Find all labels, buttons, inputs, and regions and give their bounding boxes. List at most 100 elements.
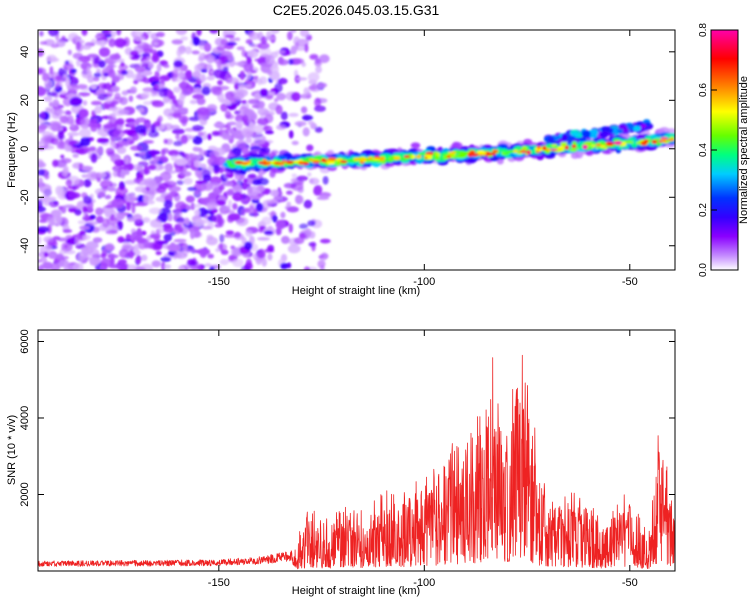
noise-cell <box>295 195 305 205</box>
noise-cell <box>102 123 115 129</box>
noise-cell <box>265 94 273 100</box>
signal-cell <box>558 146 565 149</box>
noise-cell <box>46 196 57 201</box>
noise-cell <box>248 121 256 132</box>
noise-cell <box>58 205 63 211</box>
noise-cell <box>181 208 188 213</box>
noise-cell <box>131 73 143 81</box>
noise-cell <box>259 47 272 57</box>
noise-cell <box>57 130 65 140</box>
signal-cell <box>621 141 627 146</box>
noise-cell <box>236 120 244 129</box>
noise-cell <box>90 124 98 132</box>
noise-cell <box>197 248 211 256</box>
noise-cell <box>126 201 131 211</box>
noise-cell <box>280 262 289 270</box>
noise-cell <box>247 186 253 194</box>
signal-cell <box>251 159 257 164</box>
noise-cell <box>257 248 266 259</box>
noise-cell <box>182 244 188 251</box>
noise-cell <box>253 137 266 145</box>
noise-cell <box>67 132 80 137</box>
signal-cell <box>560 141 568 147</box>
noise-cell <box>149 233 161 239</box>
noise-cell <box>63 204 75 209</box>
noise-cell <box>252 179 262 186</box>
noise-cell <box>112 107 126 117</box>
noise-cell <box>275 50 286 55</box>
noise-cell <box>97 32 106 41</box>
spectrogram-x-axis-label: Height of straight line (km) <box>292 285 420 297</box>
noise-cell <box>63 244 68 249</box>
noise-cell <box>143 240 150 249</box>
signal-cell <box>550 148 558 151</box>
colorbar-label: Normalized spectral amplitude <box>738 76 750 224</box>
noise-cell <box>257 108 269 116</box>
noise-cell <box>275 219 286 230</box>
noise-cell <box>49 66 54 75</box>
colorbar-tick-label: 0.4 <box>698 143 709 157</box>
noise-cell <box>53 75 67 83</box>
noise-cell <box>286 206 299 213</box>
noise-cell <box>68 140 78 144</box>
signal-cell <box>326 160 336 165</box>
noise-cell <box>307 220 316 227</box>
noise-cell <box>233 92 245 101</box>
noise-cell <box>160 149 166 156</box>
noise-cell <box>288 223 293 233</box>
signal-cell <box>285 160 294 164</box>
noise-cell <box>180 36 189 41</box>
noise-cell <box>274 98 279 103</box>
noise-cell <box>290 45 297 55</box>
noise-cell <box>241 237 247 245</box>
noise-cell <box>267 244 275 252</box>
noise-cell <box>198 219 210 224</box>
noise-cell <box>226 77 240 84</box>
noise-cell <box>232 258 244 268</box>
noise-cell <box>195 180 208 185</box>
noise-cell <box>68 32 79 42</box>
noise-cell <box>130 30 144 37</box>
noise-cell <box>95 215 104 224</box>
noise-cell <box>201 225 212 230</box>
noise-cell <box>120 61 125 67</box>
noise-cell <box>253 124 265 134</box>
noise-cell <box>234 61 245 66</box>
noise-cell <box>207 253 214 259</box>
noise-cell <box>223 234 237 238</box>
noise-cell <box>69 96 82 107</box>
signal-cell <box>599 141 607 146</box>
noise-cell <box>219 207 231 212</box>
noise-cell <box>72 262 84 270</box>
noise-cell <box>178 115 189 124</box>
noise-cell <box>235 114 245 123</box>
noise-cell <box>184 217 190 225</box>
noise-cell <box>207 133 212 141</box>
noise-cell <box>288 130 294 139</box>
signal-cell <box>476 150 485 155</box>
noise-cell <box>262 200 272 209</box>
noise-cell <box>164 264 171 270</box>
noise-cell <box>269 189 280 197</box>
signal-cell <box>433 156 441 161</box>
noise-cell <box>318 192 332 198</box>
noise-cell <box>272 214 278 223</box>
noise-cell <box>223 182 234 187</box>
noise-cell <box>55 110 67 115</box>
noise-cell <box>87 53 98 58</box>
noise-cell <box>131 203 136 214</box>
noise-cell <box>259 225 266 230</box>
noise-cell <box>141 52 150 58</box>
noise-cell <box>196 107 210 116</box>
noise-cell <box>219 234 225 243</box>
noise-cell <box>216 60 222 69</box>
noise-cell <box>48 30 59 37</box>
noise-cell <box>261 216 272 226</box>
noise-cell <box>220 56 226 61</box>
snr-y-tick-label: 4000 <box>19 406 31 430</box>
noise-cell <box>135 117 140 124</box>
signal-halo-cell <box>193 0 203 5</box>
signal-cell <box>415 154 422 159</box>
noise-cell <box>304 43 309 53</box>
noise-cell <box>315 65 322 74</box>
